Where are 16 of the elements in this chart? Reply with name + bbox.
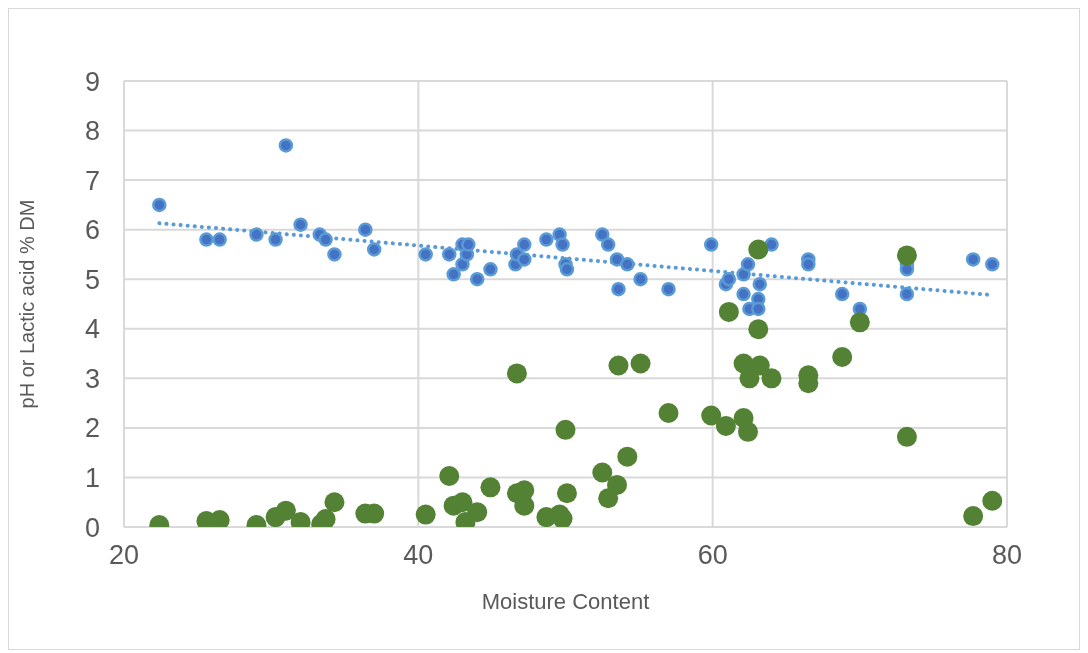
x-tick-label: 20	[108, 540, 140, 571]
y-tick-label: 3	[84, 363, 100, 394]
y-tick-label: 5	[84, 264, 100, 295]
x-tick-label: 40	[403, 540, 434, 571]
y-tick-label: 7	[84, 165, 100, 196]
y-tick-label: 6	[84, 215, 100, 246]
y-tick-label: 4	[84, 314, 100, 345]
y-tick-label: 9	[84, 66, 100, 97]
y-axis-title: pH or Lactic acid % DM	[16, 199, 39, 409]
y-tick-label: 0	[84, 512, 100, 543]
y-tick-label: 2	[84, 413, 100, 444]
x-tick-label: 60	[697, 540, 728, 571]
y-tick-label: 8	[84, 116, 100, 147]
x-axis-title: Moisture Content	[481, 589, 650, 614]
x-tick-label: 80	[991, 540, 1023, 571]
y-tick-label: 1	[84, 463, 100, 494]
